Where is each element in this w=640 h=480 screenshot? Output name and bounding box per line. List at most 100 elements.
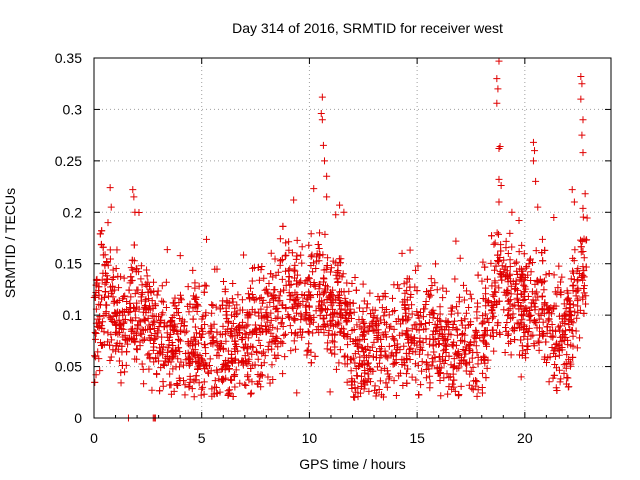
data-point xyxy=(315,244,323,252)
data-point xyxy=(479,369,487,377)
data-point xyxy=(463,287,471,295)
data-point xyxy=(511,259,519,267)
data-point xyxy=(395,372,403,380)
data-point xyxy=(539,331,547,339)
data-point xyxy=(310,279,318,287)
data-point xyxy=(203,235,211,243)
data-point xyxy=(416,309,424,317)
data-point xyxy=(368,343,376,351)
data-point xyxy=(266,379,274,387)
data-point xyxy=(250,296,258,304)
data-point xyxy=(582,292,590,300)
data-point xyxy=(573,344,581,352)
data-point xyxy=(165,337,173,345)
data-point xyxy=(184,283,192,291)
data-point xyxy=(429,358,437,366)
data-point xyxy=(241,330,249,338)
data-point xyxy=(239,357,247,365)
data-point xyxy=(515,305,523,313)
data-point xyxy=(411,360,419,368)
data-point xyxy=(158,311,166,319)
data-point xyxy=(481,263,489,271)
data-point xyxy=(316,280,324,288)
data-point xyxy=(246,329,254,337)
data-point xyxy=(436,376,444,384)
data-point xyxy=(167,317,175,325)
data-point xyxy=(349,299,357,307)
data-point xyxy=(583,236,591,244)
data-point xyxy=(412,266,420,274)
data-point xyxy=(525,312,533,320)
data-points xyxy=(90,57,591,422)
data-point xyxy=(493,229,501,237)
data-point xyxy=(118,361,126,369)
data-point xyxy=(451,275,459,283)
data-point xyxy=(108,336,116,344)
data-point xyxy=(267,270,275,278)
data-point xyxy=(365,387,373,395)
data-point xyxy=(479,312,487,320)
data-point xyxy=(348,326,356,334)
data-point xyxy=(228,333,236,341)
data-point xyxy=(461,315,469,323)
data-point xyxy=(360,297,368,305)
data-point xyxy=(213,265,221,273)
data-point xyxy=(343,300,351,308)
data-point xyxy=(305,340,313,348)
data-point xyxy=(286,265,294,273)
data-point xyxy=(304,276,312,284)
data-point xyxy=(149,346,157,354)
data-point xyxy=(328,316,336,324)
data-point xyxy=(576,334,584,342)
data-point xyxy=(275,292,283,300)
data-point xyxy=(323,193,331,201)
data-point xyxy=(569,267,577,275)
data-point xyxy=(123,348,131,356)
data-point xyxy=(290,315,298,323)
data-point xyxy=(360,335,368,343)
data-point xyxy=(279,339,287,347)
data-point xyxy=(257,361,265,369)
data-point xyxy=(240,251,248,259)
data-point xyxy=(137,297,145,305)
data-point xyxy=(580,267,588,275)
data-point xyxy=(158,282,166,290)
data-point xyxy=(343,279,351,287)
data-point xyxy=(293,236,301,244)
data-point xyxy=(198,385,206,393)
data-point xyxy=(278,301,286,309)
data-point xyxy=(398,249,406,257)
data-point xyxy=(533,276,541,284)
data-point xyxy=(498,276,506,284)
data-point xyxy=(238,357,246,365)
data-point xyxy=(91,335,99,343)
data-point xyxy=(220,277,228,285)
data-point xyxy=(481,331,489,339)
data-point xyxy=(434,314,442,322)
data-point xyxy=(98,295,106,303)
data-point xyxy=(193,300,201,308)
data-point xyxy=(444,318,452,326)
data-point xyxy=(240,344,248,352)
data-point xyxy=(557,278,565,286)
data-point xyxy=(559,318,567,326)
data-point xyxy=(167,390,175,398)
data-point xyxy=(364,359,372,367)
data-point xyxy=(96,230,104,238)
data-point xyxy=(497,241,505,249)
data-point xyxy=(570,257,578,265)
data-point xyxy=(108,275,116,283)
data-point xyxy=(282,251,290,259)
data-point xyxy=(327,264,335,272)
data-point xyxy=(383,367,391,375)
data-point xyxy=(442,342,450,350)
data-point xyxy=(436,330,444,338)
data-point xyxy=(211,377,219,385)
data-point xyxy=(492,262,500,270)
data-point xyxy=(252,347,260,355)
data-point xyxy=(178,296,186,304)
data-point xyxy=(249,264,257,272)
y-tick-label: 0.25 xyxy=(55,153,82,169)
data-point xyxy=(261,352,269,360)
